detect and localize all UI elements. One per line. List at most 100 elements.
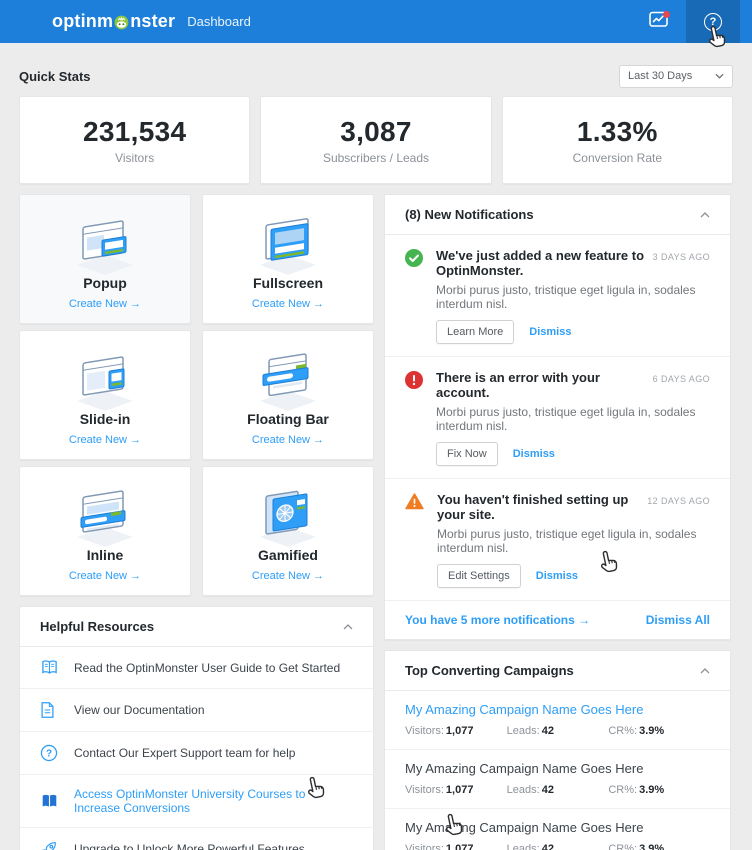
notification-title: There is an error with your account. bbox=[436, 370, 600, 400]
floating-bar-type-icon bbox=[260, 352, 316, 411]
visitors-value: 231,534 bbox=[83, 115, 187, 147]
leads-value: 42 bbox=[541, 784, 554, 796]
page-title: Dashboard bbox=[187, 14, 251, 29]
leads-value: 42 bbox=[541, 725, 554, 737]
conversion-label: Conversion Rate bbox=[572, 150, 663, 165]
chevron-down-icon bbox=[715, 70, 724, 82]
inline-type-icon bbox=[77, 489, 133, 547]
notifications-panel: (8) New Notifications We've ju bbox=[384, 194, 731, 640]
more-notifications-link[interactable]: You have 5 more notifications → bbox=[405, 613, 591, 627]
document-icon bbox=[40, 701, 60, 719]
visitors-label: Visitors: bbox=[405, 784, 444, 796]
collapse-chevron-icon[interactable] bbox=[343, 623, 353, 630]
top-campaigns-panel: Top Converting Campaigns My Amazing Camp… bbox=[384, 650, 731, 850]
resource-support[interactable]: ? Contact Our Expert Support team for he… bbox=[20, 731, 373, 774]
notification-item: There is an error with your account. 6 D… bbox=[385, 356, 730, 478]
dismiss-link[interactable]: Dismiss bbox=[512, 448, 555, 460]
fullscreen-type-icon bbox=[260, 217, 316, 275]
rocket-icon bbox=[40, 840, 60, 850]
notification-timestamp: 6 DAYS AGO bbox=[652, 374, 710, 384]
top-campaigns-title: Top Converting Campaigns bbox=[405, 663, 574, 678]
stat-card-subscribers: 3,087 Subscribers / Leads bbox=[260, 96, 492, 184]
campaign-row: My Amazing Campaign Name Goes Here Visit… bbox=[385, 691, 730, 749]
type-label-inline: Inline bbox=[86, 546, 124, 563]
book-solid-icon bbox=[40, 793, 60, 810]
notification-timestamp: 12 DAYS AGO bbox=[647, 496, 710, 506]
edit-settings-button[interactable]: Edit Settings bbox=[437, 564, 521, 588]
campaign-name-link[interactable]: My Amazing Campaign Name Goes Here bbox=[405, 761, 644, 776]
resource-upgrade[interactable]: Upgrade to Unlock More Powerful Features bbox=[20, 827, 373, 850]
resource-user-guide[interactable]: Read the OptinMonster User Guide to Get … bbox=[20, 647, 373, 688]
monster-mascot-icon bbox=[114, 14, 129, 30]
leads-label: Leads: bbox=[506, 843, 540, 850]
resource-label: Access OptinMonster University Courses t… bbox=[74, 787, 306, 815]
notification-item: You haven't finished setting up your sit… bbox=[385, 478, 730, 600]
helpful-resources-title: Helpful Resources bbox=[40, 619, 155, 634]
visitors-value: 1,077 bbox=[445, 784, 474, 796]
helpful-resources-panel: Helpful Resources Read the OptinMonster … bbox=[19, 606, 374, 850]
stat-card-visitors: 231,534 Visitors bbox=[19, 96, 251, 184]
visitors-label: Visitors bbox=[115, 150, 155, 165]
type-card-fullscreen[interactable]: Fullscreen Create New → bbox=[202, 194, 374, 324]
fix-now-button[interactable]: Fix Now bbox=[436, 442, 498, 466]
campaign-name-link[interactable]: My Amazing Campaign Name Goes Here bbox=[405, 820, 644, 835]
cr-value: 3.9% bbox=[639, 843, 665, 850]
conversion-value: 1.33% bbox=[576, 115, 658, 147]
question-circle-icon: ? bbox=[40, 744, 60, 762]
type-card-gamified[interactable]: Gamified Create New → bbox=[202, 466, 374, 596]
type-label-popup: Popup bbox=[83, 274, 127, 291]
create-new-fullscreen-link[interactable]: Create New → bbox=[251, 297, 325, 310]
app-header: optinm nster Dashboard ? bbox=[0, 0, 752, 43]
slidein-type-icon bbox=[77, 355, 133, 411]
svg-text:?: ? bbox=[46, 749, 52, 760]
dismiss-link[interactable]: Dismiss bbox=[529, 326, 572, 338]
logo-text-prefix: optinm bbox=[52, 11, 114, 31]
type-label-gamified: Gamified bbox=[258, 546, 318, 563]
cr-label: CR%: bbox=[608, 843, 638, 850]
help-button[interactable]: ? bbox=[686, 0, 740, 43]
type-card-floating-bar[interactable]: Floating Bar Create New → bbox=[202, 330, 374, 460]
date-range-select[interactable]: Last 30 Days bbox=[619, 64, 733, 88]
subscribers-value: 3,087 bbox=[340, 115, 412, 147]
resource-label: View our Documentation bbox=[74, 703, 205, 717]
dismiss-link[interactable]: Dismiss bbox=[535, 570, 578, 582]
help-icon: ? bbox=[704, 12, 722, 31]
type-card-slidein[interactable]: Slide-in Create New → bbox=[19, 330, 191, 460]
create-new-popup-link[interactable]: Create New → bbox=[68, 297, 142, 310]
visitors-label: Visitors: bbox=[405, 843, 444, 850]
error-icon bbox=[405, 371, 423, 466]
leads-value: 42 bbox=[541, 843, 554, 850]
dismiss-all-link[interactable]: Dismiss All bbox=[645, 613, 710, 627]
notification-title: We've just added a new feature to OptinM… bbox=[436, 248, 645, 278]
collapse-chevron-icon[interactable] bbox=[700, 211, 710, 218]
create-new-inline-link[interactable]: Create New → bbox=[68, 569, 142, 582]
notification-body: Morbi purus justo, tristique eget ligula… bbox=[437, 527, 697, 555]
date-range-value: Last 30 Days bbox=[628, 70, 693, 82]
notification-timestamp: 3 DAYS AGO bbox=[652, 252, 710, 262]
campaign-name-link[interactable]: My Amazing Campaign Name Goes Here bbox=[405, 702, 644, 717]
learn-more-button[interactable]: Learn More bbox=[436, 320, 515, 344]
type-card-popup[interactable]: Popup Create New → bbox=[19, 194, 191, 324]
resource-documentation[interactable]: View our Documentation bbox=[20, 688, 373, 731]
book-open-icon bbox=[40, 659, 60, 676]
popup-type-icon bbox=[77, 219, 133, 275]
resource-university[interactable]: Access OptinMonster University Courses t… bbox=[20, 774, 373, 827]
type-card-inline[interactable]: Inline Create New → bbox=[19, 466, 191, 596]
create-new-gamified-link[interactable]: Create New → bbox=[251, 569, 325, 582]
notification-body: Morbi purus justo, tristique eget ligula… bbox=[436, 283, 696, 311]
notification-badge-dot bbox=[663, 11, 670, 18]
collapse-chevron-icon[interactable] bbox=[700, 667, 710, 674]
resource-label: Read the OptinMonster User Guide to Get … bbox=[74, 660, 341, 675]
subscribers-label: Subscribers / Leads bbox=[322, 150, 430, 165]
quick-stats-title: Quick Stats bbox=[19, 68, 91, 84]
create-new-slidein-link[interactable]: Create New → bbox=[68, 433, 142, 446]
create-new-floating-bar-link[interactable]: Create New → bbox=[251, 433, 325, 446]
gamified-type-icon bbox=[260, 490, 316, 547]
campaign-row: My Amazing Campaign Name Goes Here Visit… bbox=[385, 808, 730, 850]
resource-label: Contact Our Expert Support team for help bbox=[74, 746, 296, 760]
optinmonster-logo[interactable]: optinm nster bbox=[52, 11, 175, 32]
warning-icon bbox=[405, 493, 424, 588]
campaign-row: My Amazing Campaign Name Goes Here Visit… bbox=[385, 749, 730, 808]
inbox-button[interactable] bbox=[632, 0, 686, 43]
notifications-title: (8) New Notifications bbox=[405, 207, 534, 222]
